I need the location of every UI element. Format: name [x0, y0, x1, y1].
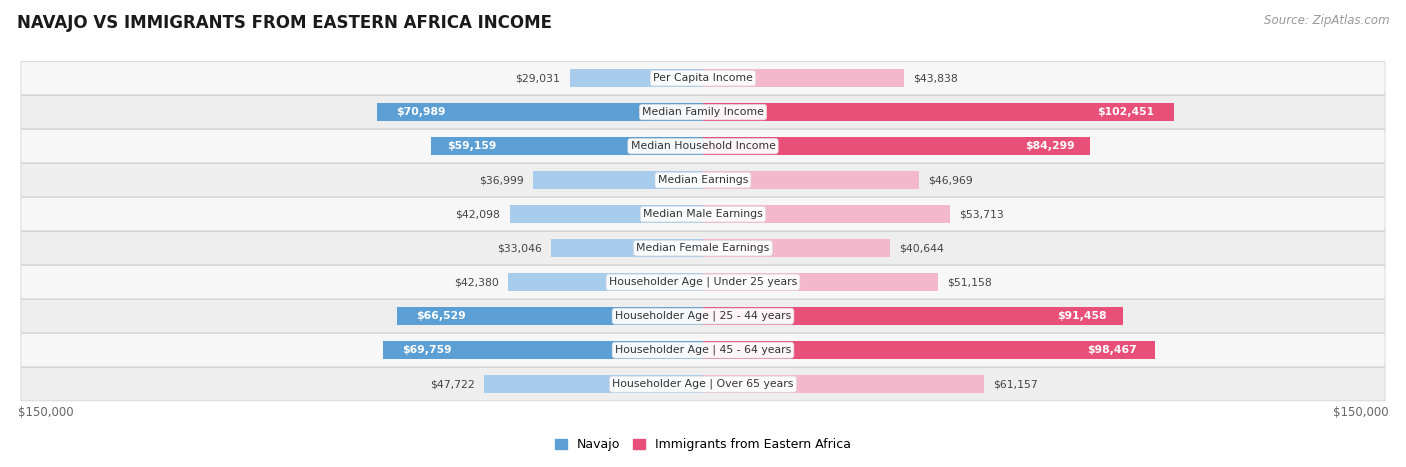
Text: Median Household Income: Median Household Income	[630, 141, 776, 151]
Text: Source: ZipAtlas.com: Source: ZipAtlas.com	[1264, 14, 1389, 27]
Bar	[551, 239, 703, 257]
Text: $91,458: $91,458	[1057, 311, 1107, 321]
FancyBboxPatch shape	[21, 266, 1385, 299]
Text: $70,989: $70,989	[396, 107, 446, 117]
FancyBboxPatch shape	[21, 95, 1385, 129]
Text: $51,158: $51,158	[948, 277, 991, 287]
Text: $36,999: $36,999	[479, 175, 524, 185]
Bar	[703, 103, 1174, 121]
Bar	[569, 69, 703, 87]
Text: NAVAJO VS IMMIGRANTS FROM EASTERN AFRICA INCOME: NAVAJO VS IMMIGRANTS FROM EASTERN AFRICA…	[17, 14, 553, 32]
Text: $40,644: $40,644	[898, 243, 943, 253]
Bar	[703, 341, 1156, 359]
Bar	[484, 375, 703, 393]
Text: Median Female Earnings: Median Female Earnings	[637, 243, 769, 253]
Text: $66,529: $66,529	[416, 311, 465, 321]
Bar	[703, 205, 949, 223]
Text: $61,157: $61,157	[993, 379, 1038, 389]
Bar	[509, 205, 703, 223]
FancyBboxPatch shape	[21, 333, 1385, 367]
Text: $42,098: $42,098	[456, 209, 501, 219]
Text: $46,969: $46,969	[928, 175, 973, 185]
Text: $42,380: $42,380	[454, 277, 499, 287]
Text: $33,046: $33,046	[498, 243, 543, 253]
Legend: Navajo, Immigrants from Eastern Africa: Navajo, Immigrants from Eastern Africa	[550, 433, 856, 456]
Bar	[703, 239, 890, 257]
Text: $47,722: $47,722	[430, 379, 475, 389]
Text: $150,000: $150,000	[1333, 406, 1389, 418]
Text: $53,713: $53,713	[959, 209, 1004, 219]
Bar	[703, 375, 984, 393]
Text: $102,451: $102,451	[1098, 107, 1154, 117]
Text: $84,299: $84,299	[1025, 141, 1074, 151]
FancyBboxPatch shape	[21, 198, 1385, 231]
Text: Median Male Earnings: Median Male Earnings	[643, 209, 763, 219]
FancyBboxPatch shape	[21, 129, 1385, 163]
Text: Householder Age | Over 65 years: Householder Age | Over 65 years	[612, 379, 794, 389]
Text: Median Family Income: Median Family Income	[643, 107, 763, 117]
Bar	[703, 171, 918, 189]
Text: $59,159: $59,159	[447, 141, 496, 151]
FancyBboxPatch shape	[21, 62, 1385, 95]
Text: Per Capita Income: Per Capita Income	[652, 73, 754, 83]
Bar	[377, 103, 703, 121]
Text: Householder Age | 25 - 44 years: Householder Age | 25 - 44 years	[614, 311, 792, 321]
Text: $43,838: $43,838	[914, 73, 959, 83]
Bar	[703, 307, 1123, 325]
FancyBboxPatch shape	[21, 368, 1385, 401]
Bar	[432, 137, 703, 155]
Text: Householder Age | Under 25 years: Householder Age | Under 25 years	[609, 277, 797, 287]
Text: $29,031: $29,031	[516, 73, 561, 83]
Bar	[509, 273, 703, 291]
FancyBboxPatch shape	[21, 163, 1385, 197]
Bar	[703, 273, 938, 291]
Text: Median Earnings: Median Earnings	[658, 175, 748, 185]
Bar	[703, 137, 1090, 155]
Bar	[703, 69, 904, 87]
Text: $69,759: $69,759	[402, 345, 451, 355]
Text: Householder Age | 45 - 64 years: Householder Age | 45 - 64 years	[614, 345, 792, 355]
Text: $150,000: $150,000	[17, 406, 73, 418]
Bar	[533, 171, 703, 189]
Bar	[398, 307, 703, 325]
Bar	[382, 341, 703, 359]
FancyBboxPatch shape	[21, 232, 1385, 265]
Text: $98,467: $98,467	[1087, 345, 1137, 355]
FancyBboxPatch shape	[21, 299, 1385, 333]
